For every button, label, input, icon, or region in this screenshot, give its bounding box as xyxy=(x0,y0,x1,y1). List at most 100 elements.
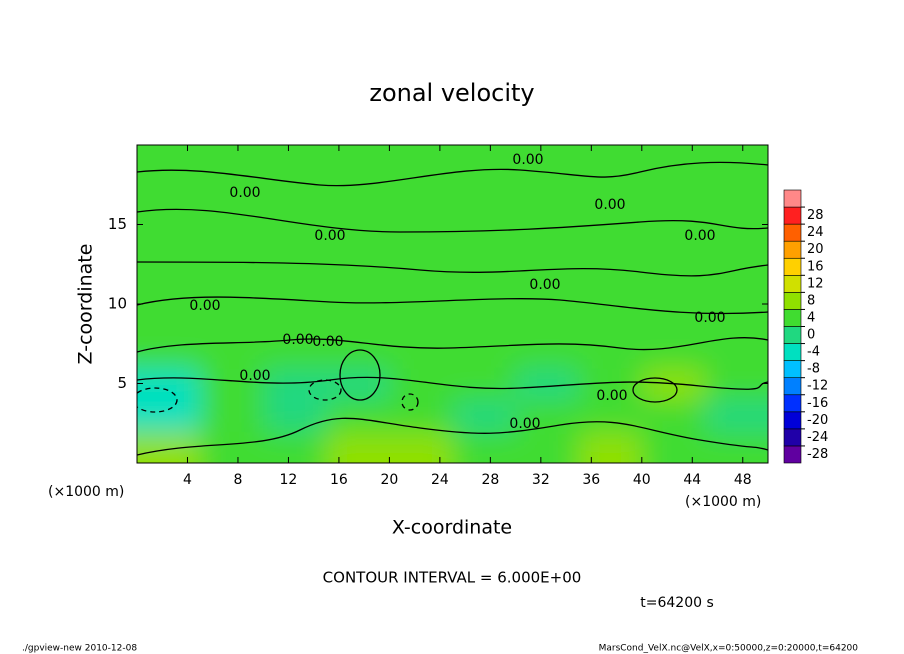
footer: MarsCond_VelX.nc@VelX,x=0:50000,z=0:2000… xyxy=(599,644,859,654)
colorbar-box xyxy=(783,360,802,378)
field-cell xyxy=(263,399,328,433)
footer: ./gpview-new 2010-12-08 xyxy=(22,644,137,654)
field-cell xyxy=(641,176,706,210)
colorbar-label: -16 xyxy=(807,396,828,411)
field-cell xyxy=(641,335,706,369)
x-tick-label: 4 xyxy=(183,472,192,488)
colorbar-box xyxy=(783,240,802,259)
colorbar-box xyxy=(783,343,802,361)
field-cell xyxy=(137,367,202,401)
contour-line xyxy=(137,417,768,456)
field-cell xyxy=(704,240,768,274)
colorbar-label: -28 xyxy=(807,447,828,462)
field-cell xyxy=(137,240,202,274)
field-cell xyxy=(389,399,454,433)
contour-line xyxy=(137,161,768,187)
colorbar-label: 20 xyxy=(807,242,824,257)
colorbar-box xyxy=(783,394,802,413)
x-tick-label: 16 xyxy=(330,472,348,488)
field-cell xyxy=(389,176,454,210)
x-tick-label: 48 xyxy=(734,472,752,488)
field-cell xyxy=(389,208,454,242)
field-cell xyxy=(515,176,580,210)
colorbar-box xyxy=(783,377,802,396)
x-tick-label: 8 xyxy=(233,472,242,488)
contour-label: 0.00 xyxy=(684,228,715,244)
y-axis-label: Z-coordinate xyxy=(75,244,97,365)
contour-line xyxy=(137,376,768,390)
x-unit: (×1000 m) xyxy=(48,484,124,500)
contour-line xyxy=(137,387,178,413)
field-cell xyxy=(704,399,768,433)
contour-label: 0.00 xyxy=(596,388,627,404)
colorbar-label: 8 xyxy=(807,293,815,308)
contour-label: 0.00 xyxy=(509,416,540,432)
field-cell xyxy=(452,399,517,433)
contour-label: 0.00 xyxy=(239,368,270,384)
field-cell xyxy=(452,367,517,401)
y-tick-label: 10 xyxy=(108,295,127,313)
field-cell xyxy=(200,367,265,401)
x-axis-label: X-coordinate xyxy=(392,517,512,539)
field-cell xyxy=(389,335,454,369)
field-cell xyxy=(578,208,643,242)
contour-label: 0.00 xyxy=(189,298,220,314)
time-label: t=64200 s xyxy=(640,595,714,611)
field-cell xyxy=(578,240,643,274)
contour-label: 0.00 xyxy=(694,310,725,326)
field-cell xyxy=(200,208,265,242)
y-tick-label: 5 xyxy=(117,374,127,392)
colorbar-label: 0 xyxy=(807,328,815,343)
field-cell xyxy=(641,272,706,305)
colorbar-box xyxy=(783,206,802,225)
colorbar-box xyxy=(783,189,802,208)
field-cell xyxy=(641,431,706,463)
field-cell xyxy=(704,272,768,305)
colorbar-box xyxy=(783,257,802,276)
contour-label: 0.00 xyxy=(594,197,625,213)
field-cell xyxy=(137,208,202,242)
field-cell xyxy=(704,176,768,210)
field-cell xyxy=(704,304,768,337)
field-cell xyxy=(326,335,391,369)
contour-line xyxy=(137,261,768,277)
colorbar-label: 28 xyxy=(807,208,824,223)
colorbar-label: -4 xyxy=(807,345,820,360)
contour-label: 0.00 xyxy=(312,334,343,350)
field-cell xyxy=(452,304,517,337)
field-cell xyxy=(452,145,517,178)
field-cell xyxy=(578,176,643,210)
contour-line xyxy=(137,208,768,233)
field-cell xyxy=(263,431,328,463)
field-cell xyxy=(578,431,643,463)
field-cell xyxy=(200,304,265,337)
field-cell xyxy=(641,145,706,178)
field-cell xyxy=(641,399,706,433)
colorbar-box xyxy=(783,411,802,430)
chart-title: zonal velocity xyxy=(369,79,534,107)
colorbar-label: -20 xyxy=(807,413,828,428)
field-cell xyxy=(263,304,328,337)
colorbar-label: 16 xyxy=(807,259,824,274)
field-cell xyxy=(326,176,391,210)
field-cell xyxy=(326,367,391,401)
y-tick-label: 15 xyxy=(108,215,127,233)
contour-line xyxy=(137,296,768,315)
contour-label: 0.00 xyxy=(512,152,543,168)
x-unit: (×1000 m) xyxy=(685,494,761,510)
field-cell xyxy=(263,240,328,274)
field-cell xyxy=(641,240,706,274)
field-cell xyxy=(452,431,517,463)
contour-labels: 0.000.000.000.00 0.000.000.000.000.000.00… xyxy=(189,152,725,432)
contour-label: 0.00 xyxy=(282,332,313,348)
field-cell xyxy=(326,304,391,337)
field-cell xyxy=(137,304,202,337)
colorbar-label: 12 xyxy=(807,276,824,291)
field-cell xyxy=(515,208,580,242)
field-cell xyxy=(578,145,643,178)
field-cell xyxy=(578,399,643,433)
field-cell xyxy=(200,176,265,210)
x-tick-label: 32 xyxy=(532,472,550,488)
field-cell xyxy=(704,145,768,178)
